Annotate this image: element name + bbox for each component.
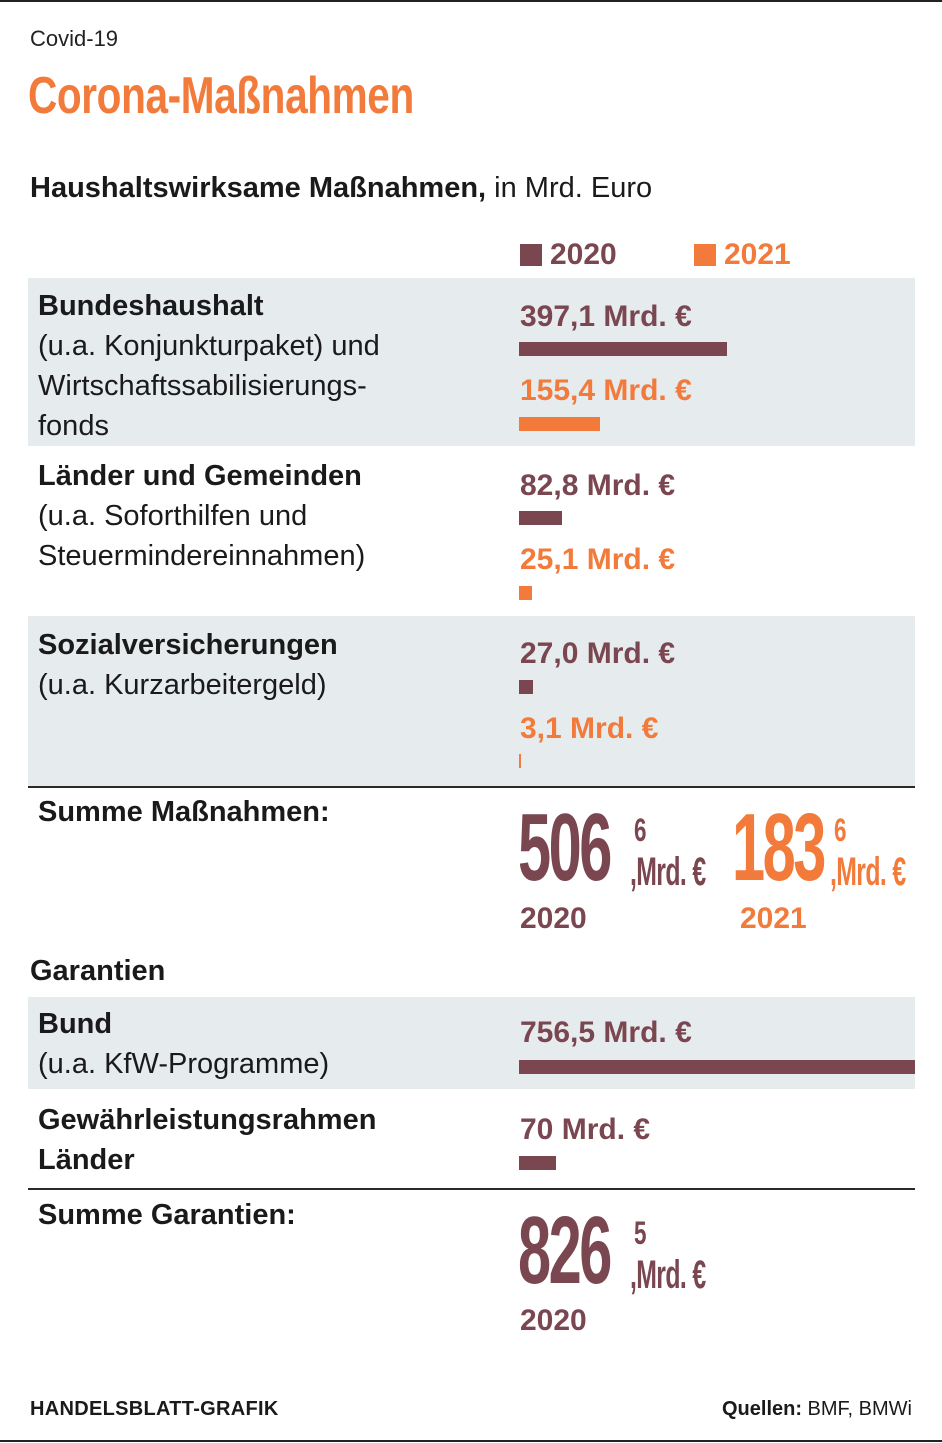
row-label-sozialversicherungen: Sozialversicherungen (u.a. Kurzarbeiterg…	[38, 625, 338, 705]
bar-2020-sozialversicherungen	[519, 680, 533, 694]
row-title-2: Länder	[38, 1144, 135, 1176]
bar-2021-bundeshaushalt	[519, 417, 600, 431]
divider	[28, 1188, 915, 1190]
subtitle: Haushaltswirksame Maßnahmen, in Mrd. Eur…	[30, 172, 652, 205]
sum-2021-dec: 6	[834, 812, 847, 848]
footer-credit: HANDELSBLATT-GRAFIK	[30, 1398, 279, 1420]
bar-2020-bundeshaushalt	[519, 342, 727, 356]
subtitle-rest: in Mrd. Euro	[486, 172, 653, 204]
row-sub: Wirtschaftssabilisierungs-	[38, 370, 367, 402]
top-rule	[0, 0, 942, 2]
legend-swatch-2020	[520, 244, 542, 266]
value-label-2020: 756,5 Mrd. €	[520, 1016, 692, 1049]
row-sub: (u.a. Soforthilfen und	[38, 500, 308, 532]
footer-sources-label: Quellen:	[721, 1398, 802, 1420]
legend-2021: 2021	[694, 238, 791, 272]
row-label-laender: Länder und Gemeinden (u.a. Soforthilfen …	[38, 456, 365, 576]
sum-2020-figure: 506 6 ,Mrd. €	[518, 800, 718, 900]
subtitle-bold: Haushaltswirksame Maßnahmen,	[30, 172, 487, 204]
row-title: Gewährleistungsrahmen	[38, 1104, 377, 1136]
row-label-bundeshaushalt: Bundeshaushalt (u.a. Konjunkturpaket) un…	[38, 286, 380, 446]
bar-2020-laender	[519, 511, 562, 525]
sum-guarantees-label: Summe Garantien:	[38, 1195, 296, 1235]
kicker: Covid-19	[30, 26, 119, 51]
row-sub: Steuermindereinnahmen)	[38, 540, 366, 572]
legend-swatch-2021	[694, 244, 716, 266]
sum-measures-label-text: Summe Maßnahmen:	[38, 796, 330, 828]
bar-2021-sozialversicherungen	[519, 754, 521, 768]
bar-2020-bund	[519, 1060, 915, 1074]
legend-2020: 2020	[520, 238, 617, 272]
legend-label-2021: 2021	[724, 238, 791, 271]
row-title: Länder und Gemeinden	[38, 460, 362, 492]
sum-2020-year: 2020	[520, 902, 587, 935]
footer-sources-text: BMF, BMWi	[802, 1398, 912, 1420]
row-band-sozialversicherungen	[28, 616, 915, 786]
sum-2021-year: 2021	[740, 902, 807, 935]
row-label-gewaehrleistung: Gewährleistungsrahmen Länder	[38, 1100, 376, 1180]
sum-guarantees-label-text: Summe Garantien:	[38, 1199, 296, 1231]
bar-2020-gewaehrleistung	[519, 1156, 556, 1170]
value-label-2020: 82,8 Mrd. €	[520, 469, 676, 502]
value-label-2021: 155,4 Mrd. €	[520, 374, 692, 407]
row-band-bundeshaushalt	[28, 278, 915, 446]
sum-measures-label: Summe Maßnahmen:	[38, 792, 330, 832]
value-label-2020: 27,0 Mrd. €	[520, 637, 676, 670]
row-title: Bundeshaushalt	[38, 290, 264, 322]
bottom-rule	[0, 1440, 942, 1442]
sum-guarantees-year: 2020	[520, 1304, 587, 1337]
sum-2020-dec: 6	[634, 812, 647, 848]
sum-2021-unit: ,Mrd. €	[830, 850, 906, 894]
sum-guarantees-figure: 826 5 ,Mrd. €	[518, 1203, 718, 1303]
value-label-2021: 3,1 Mrd. €	[520, 712, 659, 745]
sum-2020-unit: ,Mrd. €	[630, 850, 706, 894]
sum-2020-int: 506	[518, 794, 612, 901]
value-label-2020: 397,1 Mrd. €	[520, 300, 692, 333]
value-label-2020: 70 Mrd. €	[520, 1113, 651, 1146]
row-sub: fonds	[38, 410, 109, 442]
sum-2021-int: 183	[732, 794, 826, 901]
sum-guarantees-int: 826	[518, 1197, 612, 1304]
divider	[28, 786, 915, 788]
bar-2021-laender	[519, 586, 532, 600]
footer-sources: Quellen: BMF, BMWi	[722, 1398, 912, 1421]
row-sub: (u.a. Konjunkturpaket) und	[38, 330, 380, 362]
headline: Corona-Maßnahmen	[28, 67, 414, 125]
sum-2021-figure: 183 6 ,Mrd. €	[732, 800, 932, 900]
row-title: Bund	[38, 1008, 113, 1040]
legend-label-2020: 2020	[550, 238, 617, 271]
sum-guarantees-unit: ,Mrd. €	[630, 1253, 706, 1297]
sum-guarantees-dec: 5	[634, 1215, 647, 1251]
row-label-bund: Bund (u.a. KfW-Programme)	[38, 1004, 329, 1084]
value-label-2021: 25,1 Mrd. €	[520, 543, 676, 576]
row-sub: (u.a. KfW-Programme)	[38, 1048, 330, 1080]
row-title: Sozialversicherungen	[38, 629, 338, 661]
guarantees-section-title: Garantien	[30, 955, 166, 987]
row-sub: (u.a. Kurzarbeitergeld)	[38, 669, 327, 701]
